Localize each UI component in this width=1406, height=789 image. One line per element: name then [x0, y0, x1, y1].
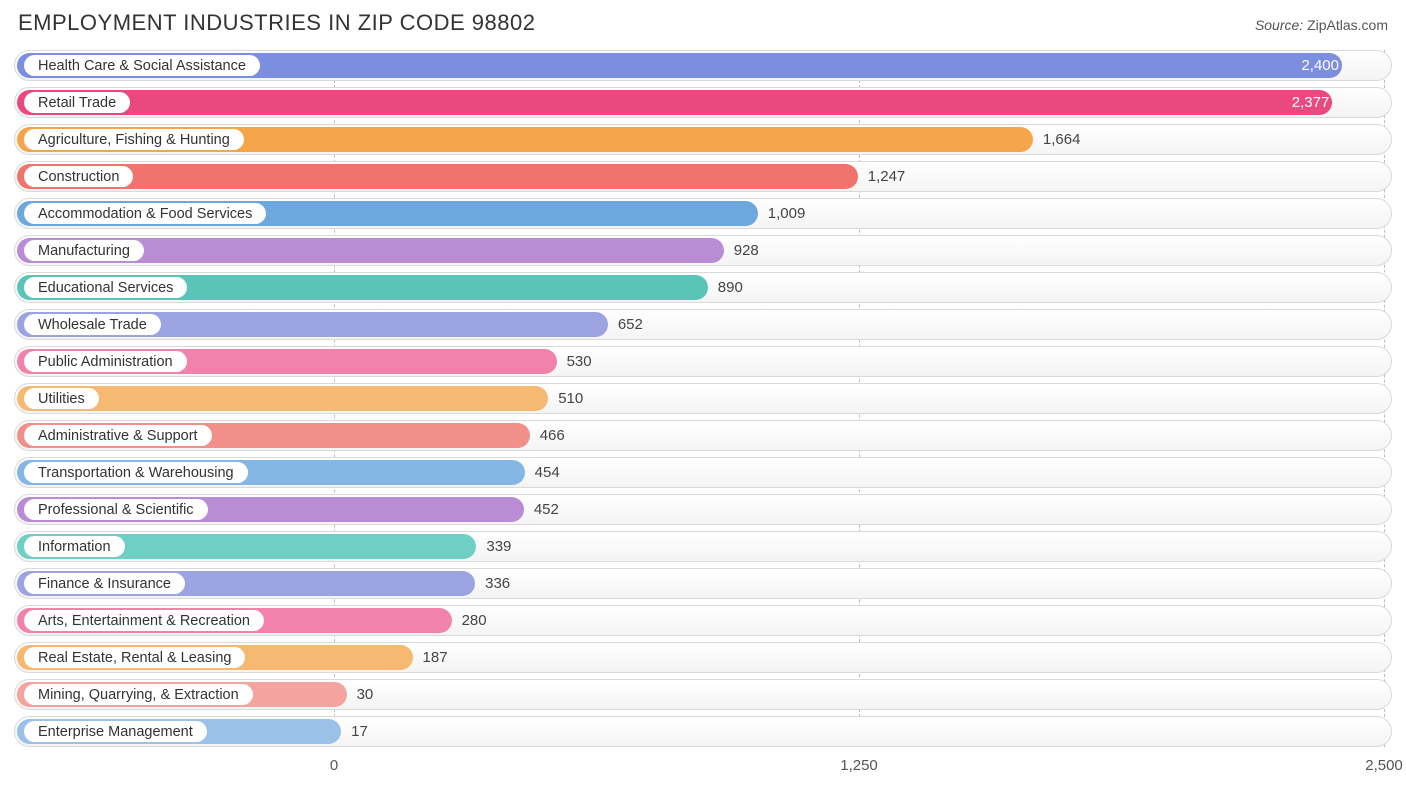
category-label: Educational Services [24, 277, 187, 298]
bar-row: Arts, Entertainment & Recreation 280 [14, 605, 1392, 636]
bar-row: Professional & Scientific 452 [14, 494, 1392, 525]
bar-row: Educational Services 890 [14, 272, 1392, 303]
category-label: Transportation & Warehousing [24, 462, 248, 483]
bar-row: Retail Trade2,377 [14, 87, 1392, 118]
bar-value: 17 [351, 716, 368, 747]
bar-row: Administrative & Support 466 [14, 420, 1392, 451]
category-label: Finance & Insurance [24, 573, 185, 594]
source-value: ZipAtlas.com [1307, 17, 1388, 33]
category-label: Professional & Scientific [24, 499, 208, 520]
x-tick: 1,250 [840, 757, 878, 774]
chart-header: EMPLOYMENT INDUSTRIES IN ZIP CODE 98802 … [14, 10, 1392, 36]
bar-row: Construction 1,247 [14, 161, 1392, 192]
bar-row: Utilities 510 [14, 383, 1392, 414]
bar-value: 510 [558, 383, 583, 414]
plot-area: Health Care & Social Assistance2,400 Reta… [14, 50, 1392, 747]
category-label: Real Estate, Rental & Leasing [24, 647, 245, 668]
category-label: Wholesale Trade [24, 314, 161, 335]
bar-row: Public Administration 530 [14, 346, 1392, 377]
category-label: Construction [24, 166, 133, 187]
bar-chart: Health Care & Social Assistance2,400 Reta… [14, 50, 1392, 779]
bar-value: 2,377 [17, 87, 1329, 118]
category-label: Enterprise Management [24, 721, 207, 742]
bar-fill [17, 164, 858, 189]
bar-row: Real Estate, Rental & Leasing 187 [14, 642, 1392, 673]
bar-value: 928 [734, 235, 759, 266]
bar-value: 30 [357, 679, 374, 710]
chart-source: Source: ZipAtlas.com [1255, 17, 1388, 33]
category-label: Agriculture, Fishing & Hunting [24, 129, 244, 150]
category-label: Information [24, 536, 125, 557]
category-label: Accommodation & Food Services [24, 203, 266, 224]
category-label: Arts, Entertainment & Recreation [24, 610, 264, 631]
category-label: Utilities [24, 388, 99, 409]
x-tick: 0 [330, 757, 338, 774]
bar-value: 187 [423, 642, 448, 673]
bar-value: 890 [718, 272, 743, 303]
source-label: Source: [1255, 17, 1303, 33]
bar-value: 336 [485, 568, 510, 599]
bar-value: 2,400 [17, 50, 1339, 81]
bar-value: 454 [535, 457, 560, 488]
bar-value: 1,247 [868, 161, 906, 192]
bar-value: 652 [618, 309, 643, 340]
bar-row: Accommodation & Food Services 1,009 [14, 198, 1392, 229]
bar-row: Information 339 [14, 531, 1392, 562]
bar-value: 339 [486, 531, 511, 562]
bar-row: Transportation & Warehousing 454 [14, 457, 1392, 488]
chart-title: EMPLOYMENT INDUSTRIES IN ZIP CODE 98802 [18, 10, 536, 36]
bar-row: Mining, Quarrying, & Extraction 30 [14, 679, 1392, 710]
bar-value: 530 [567, 346, 592, 377]
bar-row: Health Care & Social Assistance2,400 [14, 50, 1392, 81]
category-label: Administrative & Support [24, 425, 212, 446]
bar-row: Enterprise Management 17 [14, 716, 1392, 747]
category-label: Manufacturing [24, 240, 144, 261]
bar-value: 466 [540, 420, 565, 451]
bar-value: 280 [462, 605, 487, 636]
category-label: Public Administration [24, 351, 187, 372]
category-label: Mining, Quarrying, & Extraction [24, 684, 253, 705]
x-axis: 01,2502,500 [14, 753, 1392, 779]
bar-value: 1,009 [768, 198, 806, 229]
x-tick: 2,500 [1365, 757, 1403, 774]
bar-row: Manufacturing 928 [14, 235, 1392, 266]
bar-value: 1,664 [1043, 124, 1081, 155]
bar-row: Agriculture, Fishing & Hunting 1,664 [14, 124, 1392, 155]
bar-row: Wholesale Trade 652 [14, 309, 1392, 340]
bar-value: 452 [534, 494, 559, 525]
bar-row: Finance & Insurance 336 [14, 568, 1392, 599]
